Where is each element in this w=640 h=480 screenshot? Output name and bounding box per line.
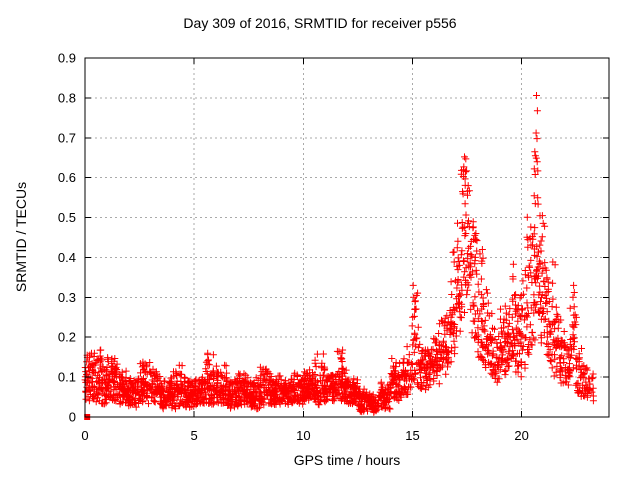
y-tick-label: 0 [69, 410, 76, 425]
x-tick-label: 0 [81, 428, 88, 443]
y-tick-label: 0.7 [58, 130, 76, 145]
y-tick-label: 0.6 [58, 170, 76, 185]
y-tick-label: 0.3 [58, 290, 76, 305]
y-tick-label: 0.8 [58, 90, 76, 105]
x-tick-label: 20 [514, 428, 528, 443]
x-tick-label: 10 [296, 428, 310, 443]
y-tick-label: 0.4 [58, 250, 76, 265]
x-tick-label: 5 [191, 428, 198, 443]
y-axis-label: SRMTID / TECUs [13, 181, 29, 293]
plot-border [84, 57, 610, 418]
chart-title: Day 309 of 2016, SRMTID for receiver p55… [183, 15, 457, 31]
y-tick-label: 0.9 [58, 51, 76, 66]
x-tick-label: 15 [405, 428, 419, 443]
y-tick-label: 0.2 [58, 330, 76, 345]
y-tick-label: 0.5 [58, 210, 76, 225]
x-axis-label: GPS time / hours [293, 452, 401, 468]
y-tick-label: 0.1 [58, 370, 76, 385]
scatter-points [81, 92, 597, 416]
